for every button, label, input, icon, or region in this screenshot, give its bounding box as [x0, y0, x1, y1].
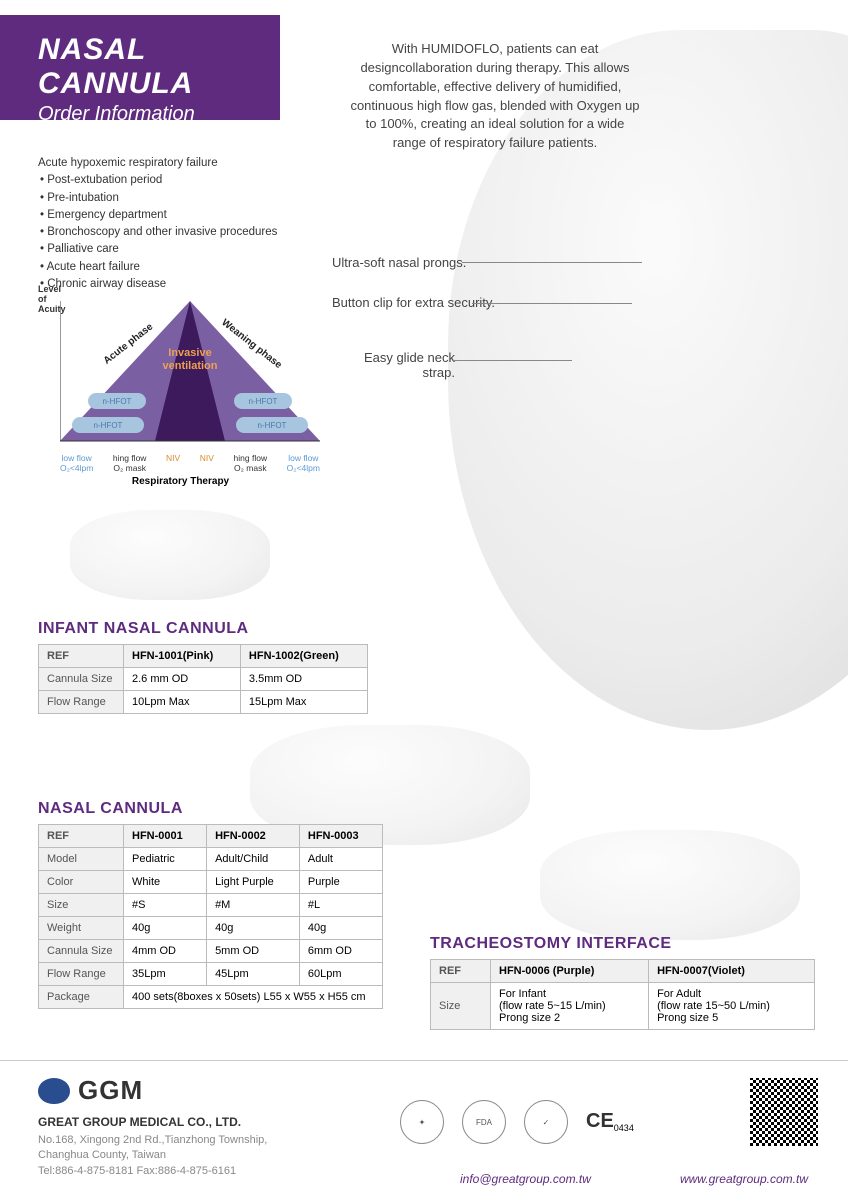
tracheostomy-section: TRACHEOSTOMY INTERFACE REFHFN-0006 (Purp… [430, 935, 815, 1030]
diagram-svg: Invasive ventilation Acute phase Weaning… [60, 301, 320, 461]
page-title: NASAL CANNULA [38, 33, 280, 101]
logo-text: GGM [78, 1075, 143, 1106]
table-row: REFHFN-0006 (Purple)HFN-0007(Violet) [431, 960, 815, 983]
indications-block: Acute hypoxemic respiratory failure Post… [38, 155, 338, 293]
indication-item: Emergency department [40, 207, 338, 224]
therapy-diagram: Level of Acuity Invasive ventilation Acu… [38, 285, 323, 485]
infant-title: INFANT NASAL CANNULA [38, 620, 368, 638]
callout-line [452, 360, 572, 361]
table-row: SizeFor Infant (flow rate 5~15 L/min) Pr… [431, 983, 815, 1030]
company-address: No.168, Xingong 2nd Rd.,Tianzhong Townsh… [38, 1133, 267, 1179]
callout-strap: Easy glide neck strap. [355, 350, 455, 380]
indication-item: Post-extubation period [40, 172, 338, 189]
table-row: REFHFN-1001(Pink)HFN-1002(Green) [39, 645, 368, 668]
fda-badge-1: ✦ [400, 1100, 444, 1144]
table-row: Flow Range10Lpm Max15Lpm Max [39, 691, 368, 714]
callout-line [462, 262, 642, 263]
nasal-table: REFHFN-0001HFN-0002HFN-0003 ModelPediatr… [38, 824, 383, 1009]
diagram-x-axis-title: Respiratory Therapy [38, 476, 323, 487]
table-row: Cannula Size4mm OD5mm OD6mm OD [39, 940, 383, 963]
indications-list: Post-extubation period Pre-intubation Em… [38, 172, 338, 293]
diagram-center-label-1: Invasive [168, 347, 211, 359]
indications-heading: Acute hypoxemic respiratory failure [38, 155, 338, 172]
svg-text:n-HFOT: n-HFOT [103, 397, 132, 406]
nasal-section: NASAL CANNULA REFHFN-0001HFN-0002HFN-000… [38, 800, 383, 1009]
tracheostomy-image [540, 830, 800, 940]
table-row: REFHFN-0001HFN-0002HFN-0003 [39, 825, 383, 848]
infant-table: REFHFN-1001(Pink)HFN-1002(Green) Cannula… [38, 644, 368, 714]
infant-cannula-image [70, 510, 270, 600]
indication-item: Acute heart failure [40, 259, 338, 276]
tracheostomy-table: REFHFN-0006 (Purple)HFN-0007(Violet) Siz… [430, 959, 815, 1030]
tracheostomy-title: TRACHEOSTOMY INTERFACE [430, 935, 815, 953]
indication-item: Palliative care [40, 241, 338, 258]
website-link[interactable]: www.greatgroup.com.tw [680, 1172, 808, 1186]
fda-badge-2: FDA [462, 1100, 506, 1144]
table-row: Flow Range35Lpm45Lpm60Lpm [39, 963, 383, 986]
table-row: Package400 sets(8boxes x 50sets) L55 x W… [39, 986, 383, 1009]
qr-code [750, 1078, 818, 1146]
table-row: Size#S#M#L [39, 894, 383, 917]
ce-mark: CE0434 [586, 1110, 634, 1133]
email-link[interactable]: info@greatgroup.com.tw [460, 1172, 591, 1186]
intro-paragraph: With HUMIDOFLO, patients can eat designc… [350, 40, 640, 153]
svg-text:n-HFOT: n-HFOT [258, 421, 287, 430]
table-row: ModelPediatricAdult/ChildAdult [39, 848, 383, 871]
page-subtitle: Order Information [38, 103, 280, 126]
indication-item: Bronchoscopy and other invasive procedur… [40, 224, 338, 241]
svg-text:n-HFOT: n-HFOT [94, 421, 123, 430]
header-banner: NASAL CANNULA Order Information [0, 15, 280, 120]
footer-separator [0, 1060, 848, 1061]
logo: GGM [38, 1075, 143, 1106]
logo-icon [38, 1078, 70, 1104]
svg-text:n-HFOT: n-HFOT [249, 397, 278, 406]
certifications: ✦ FDA ✓ CE0434 [400, 1100, 634, 1144]
company-name: GREAT GROUP MEDICAL CO., LTD. [38, 1115, 241, 1129]
iso-badge: ✓ [524, 1100, 568, 1144]
table-row: ColorWhiteLight PurplePurple [39, 871, 383, 894]
page: NASAL CANNULA Order Information With HUM… [0, 0, 848, 1200]
callout-line [472, 303, 632, 304]
nasal-title: NASAL CANNULA [38, 800, 383, 818]
diagram-center-label-2: ventilation [162, 360, 217, 372]
infant-section: INFANT NASAL CANNULA REFHFN-1001(Pink)HF… [38, 620, 368, 714]
callout-prongs: Ultra-soft nasal prongs. [332, 255, 466, 270]
indication-item: Pre-intubation [40, 190, 338, 207]
table-row: Cannula Size2.6 mm OD3.5mm OD [39, 668, 368, 691]
table-row: Weight40g40g40g [39, 917, 383, 940]
diagram-x-labels: low flowO₂<4lpm hing flowO₂ mask NIV NIV… [60, 454, 320, 473]
